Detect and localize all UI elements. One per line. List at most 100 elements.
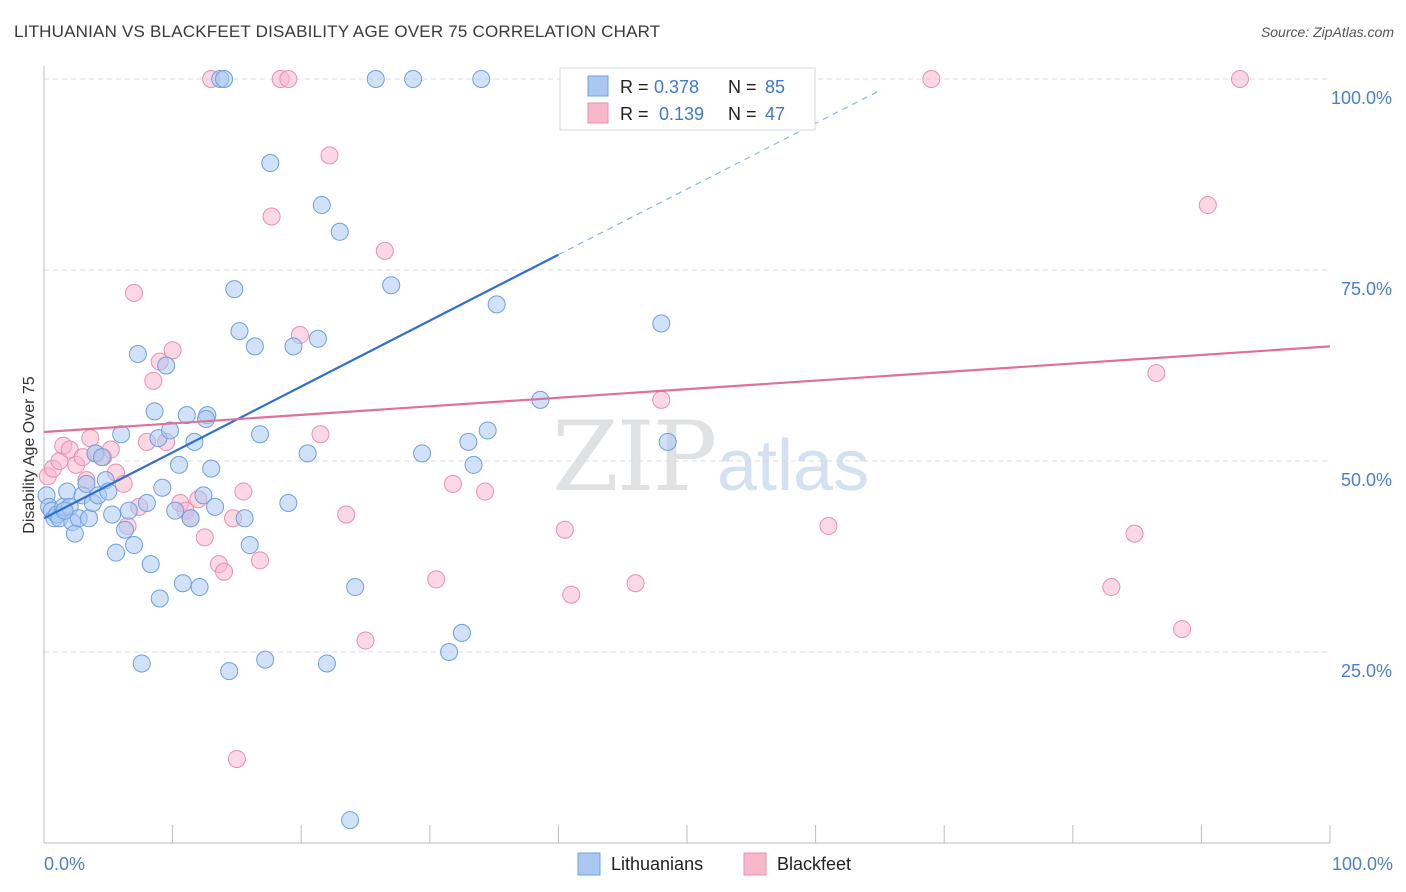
x-tick-label-100: 100.0%	[1332, 854, 1393, 874]
legend-r-value-2: 0.139	[659, 104, 704, 124]
lithuanians-point-10	[65, 524, 84, 543]
lithuanians-point-49	[220, 662, 239, 681]
blackfeet-point-48	[626, 574, 645, 593]
lithuanians-point-35	[161, 421, 180, 440]
lithuanians-point-21	[103, 505, 122, 524]
blackfeet-point-56	[1198, 196, 1217, 215]
lithuanians-point-38	[173, 574, 192, 593]
lithuanians-point-57	[261, 154, 280, 173]
legend-r-label-1: R =	[620, 77, 649, 97]
blackfeet-point-54	[1147, 364, 1166, 383]
lithuanians-point-33	[153, 478, 172, 497]
lithuanians-point-68	[382, 276, 401, 295]
trend-lines	[43, 89, 1331, 520]
lithuanians-point-69	[404, 70, 423, 88]
blackfeet-trend-line	[43, 345, 1331, 434]
y-tick-label-75: 75.0%	[1341, 279, 1392, 299]
blackfeet-point-39	[320, 146, 339, 165]
lithuanians-point-59	[284, 337, 303, 356]
lithuanians-point-63	[317, 654, 336, 673]
lithuanians-point-30	[141, 555, 160, 574]
lithuanians-point-79	[652, 314, 671, 333]
lithuanians-point-61	[308, 329, 327, 348]
chart-title: LITHUANIAN VS BLACKFEET DISABILITY AGE O…	[14, 22, 661, 41]
lithuanians-point-55	[251, 425, 270, 444]
chart-source: Source: ZipAtlas.com	[1260, 24, 1394, 40]
blackfeet-point-55	[1173, 620, 1192, 639]
blackfeet-point-31	[227, 749, 246, 768]
legend-n-label-1: N =	[728, 77, 757, 97]
watermark-zip: ZIP	[552, 401, 715, 513]
lithuanians-point-22	[107, 543, 126, 562]
lithuanians-point-73	[459, 432, 478, 451]
lithuanians-point-37	[170, 455, 189, 474]
blackfeet-point-42	[375, 241, 394, 260]
lithuanians-point-66	[346, 578, 365, 597]
lithuanians-point-62	[312, 196, 331, 215]
blackfeet-point-52	[1102, 578, 1121, 597]
grid	[44, 78, 1330, 653]
blackfeet-point-46	[555, 520, 574, 539]
lithuanians-trend-extension	[558, 89, 881, 256]
lithuanians-point-45	[202, 459, 221, 478]
lithuanians-point-60	[298, 444, 317, 463]
bottom-legend-label-blackfeet: Blackfeet	[777, 854, 851, 874]
lithuanians-point-24	[116, 520, 135, 539]
data-points	[37, 70, 1249, 830]
y-axis-label: Disability Age Over 75	[21, 376, 38, 534]
lithuanians-point-29	[137, 494, 156, 513]
legend-n-label-2: N =	[728, 104, 757, 124]
lithuanians-point-75	[464, 455, 483, 474]
lithuanians-point-82	[197, 409, 216, 428]
lithuanians-point-51	[230, 322, 249, 341]
lithuanians-point-36	[166, 501, 185, 520]
lithuanians-point-25	[119, 501, 138, 520]
legend-n-value-2: 47	[765, 104, 785, 124]
lithuanians-point-65	[341, 811, 360, 830]
lithuanians-point-48	[215, 70, 234, 88]
lithuanians-point-50	[225, 280, 244, 299]
blackfeet-point-38	[311, 425, 330, 444]
lithuanians-point-7	[58, 482, 77, 501]
x-tick-label-0: 0.0%	[44, 854, 85, 874]
lithuanians-point-70	[413, 444, 432, 463]
blackfeet-point-43	[427, 570, 446, 589]
blackfeet-point-33	[251, 551, 270, 570]
bottom-legend-swatch-lithuanians	[577, 852, 601, 876]
lithuanians-point-27	[128, 345, 147, 364]
blackfeet-point-45	[476, 482, 495, 501]
lithuanians-point-76	[487, 295, 506, 314]
blackfeet-point-53	[1125, 524, 1144, 543]
axes	[43, 66, 1331, 844]
legend-swatch-lithuanians	[587, 75, 609, 97]
blackfeet-point-41	[356, 631, 375, 650]
lithuanians-point-77	[478, 421, 497, 440]
blackfeet-point-50	[819, 516, 838, 535]
lithuanians-point-53	[240, 536, 259, 555]
lithuanians-point-13	[77, 474, 96, 493]
blackfeet-point-26	[195, 528, 214, 547]
lithuanians-point-34	[157, 356, 176, 375]
lithuanians-point-28	[132, 654, 151, 673]
lithuanians-point-46	[206, 497, 225, 516]
y-tick-label-50: 50.0%	[1341, 470, 1392, 490]
blackfeet-point-15	[125, 283, 144, 302]
lithuanians-point-72	[452, 623, 471, 642]
legend-n-value-1: 85	[765, 77, 785, 97]
y-tick-label-25: 25.0%	[1341, 661, 1392, 681]
blackfeet-point-34	[262, 207, 281, 226]
y-tick-label-100: 100.0%	[1331, 88, 1392, 108]
lithuanians-point-31	[145, 402, 164, 421]
lithuanians-point-14	[80, 509, 99, 528]
lithuanians-point-71	[440, 643, 459, 661]
lithuanians-point-74	[472, 70, 491, 88]
lithuanians-point-54	[245, 337, 264, 356]
lithuanians-point-64	[330, 222, 349, 241]
blackfeet-point-57	[1230, 70, 1249, 88]
legend-box: R = 0.378 N = 85 R = 0.139 N = 47	[559, 67, 816, 131]
lithuanians-point-18	[92, 448, 111, 467]
lithuanians-point-40	[181, 509, 200, 528]
bottom-legend: Lithuanians Blackfeet	[577, 852, 851, 876]
blackfeet-point-29	[215, 562, 234, 581]
lithuanians-point-52	[235, 509, 254, 528]
